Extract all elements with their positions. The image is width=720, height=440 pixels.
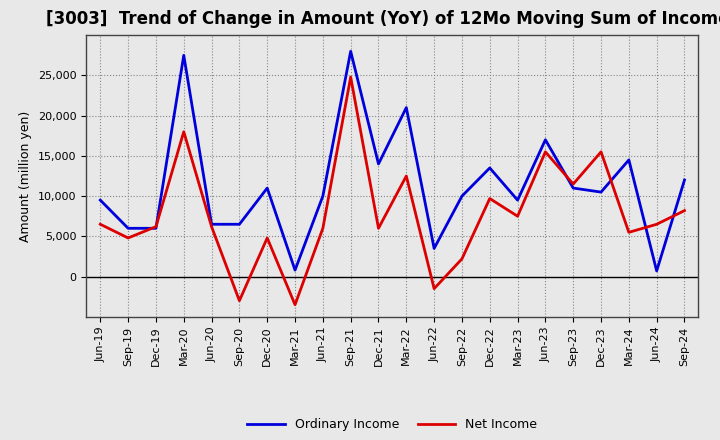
Ordinary Income (346, 49, 355, 54)
Net Income (458, 256, 467, 261)
Ordinary Income (263, 185, 271, 191)
Net Income (291, 302, 300, 308)
Ordinary Income (541, 137, 550, 143)
Ordinary Income (152, 226, 161, 231)
Net Income (124, 235, 132, 241)
Net Income (96, 222, 104, 227)
Ordinary Income (652, 268, 661, 274)
Ordinary Income (402, 105, 410, 110)
Ordinary Income (569, 185, 577, 191)
Net Income (402, 173, 410, 179)
Ordinary Income (430, 246, 438, 251)
Legend: Ordinary Income, Net Income: Ordinary Income, Net Income (243, 413, 542, 436)
Title: [3003]  Trend of Change in Amount (YoY) of 12Mo Moving Sum of Incomes: [3003] Trend of Change in Amount (YoY) o… (45, 10, 720, 28)
Ordinary Income (124, 226, 132, 231)
Net Income (374, 226, 383, 231)
Y-axis label: Amount (million yen): Amount (million yen) (19, 110, 32, 242)
Ordinary Income (624, 157, 633, 162)
Ordinary Income (179, 53, 188, 58)
Ordinary Income (597, 190, 606, 195)
Net Income (624, 230, 633, 235)
Net Income (652, 222, 661, 227)
Line: Ordinary Income: Ordinary Income (100, 51, 685, 271)
Ordinary Income (235, 222, 243, 227)
Ordinary Income (513, 198, 522, 203)
Ordinary Income (458, 194, 467, 199)
Net Income (680, 208, 689, 213)
Net Income (207, 224, 216, 229)
Net Income (430, 286, 438, 291)
Net Income (597, 149, 606, 154)
Net Income (569, 181, 577, 187)
Net Income (541, 149, 550, 154)
Ordinary Income (318, 194, 327, 199)
Ordinary Income (96, 198, 104, 203)
Ordinary Income (291, 268, 300, 273)
Ordinary Income (680, 177, 689, 183)
Net Income (179, 129, 188, 134)
Net Income (485, 196, 494, 201)
Net Income (346, 74, 355, 80)
Net Income (263, 235, 271, 241)
Net Income (152, 224, 161, 229)
Ordinary Income (485, 165, 494, 171)
Ordinary Income (207, 222, 216, 227)
Net Income (318, 226, 327, 231)
Net Income (235, 298, 243, 303)
Ordinary Income (374, 161, 383, 167)
Net Income (513, 213, 522, 219)
Line: Net Income: Net Income (100, 77, 685, 305)
